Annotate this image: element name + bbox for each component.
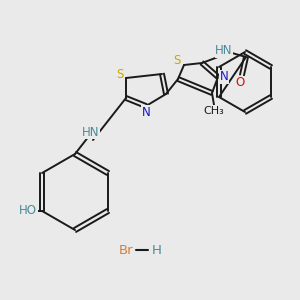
Text: O: O bbox=[236, 76, 244, 89]
Text: S: S bbox=[173, 53, 181, 67]
Text: S: S bbox=[116, 68, 124, 80]
Text: Br: Br bbox=[119, 244, 133, 256]
Text: N: N bbox=[220, 70, 228, 83]
Text: HN: HN bbox=[82, 125, 100, 139]
Text: CH₃: CH₃ bbox=[204, 106, 224, 116]
Text: HN: HN bbox=[215, 44, 233, 58]
Text: H: H bbox=[152, 244, 162, 256]
Text: N: N bbox=[142, 106, 150, 118]
Text: HO: HO bbox=[19, 205, 37, 218]
